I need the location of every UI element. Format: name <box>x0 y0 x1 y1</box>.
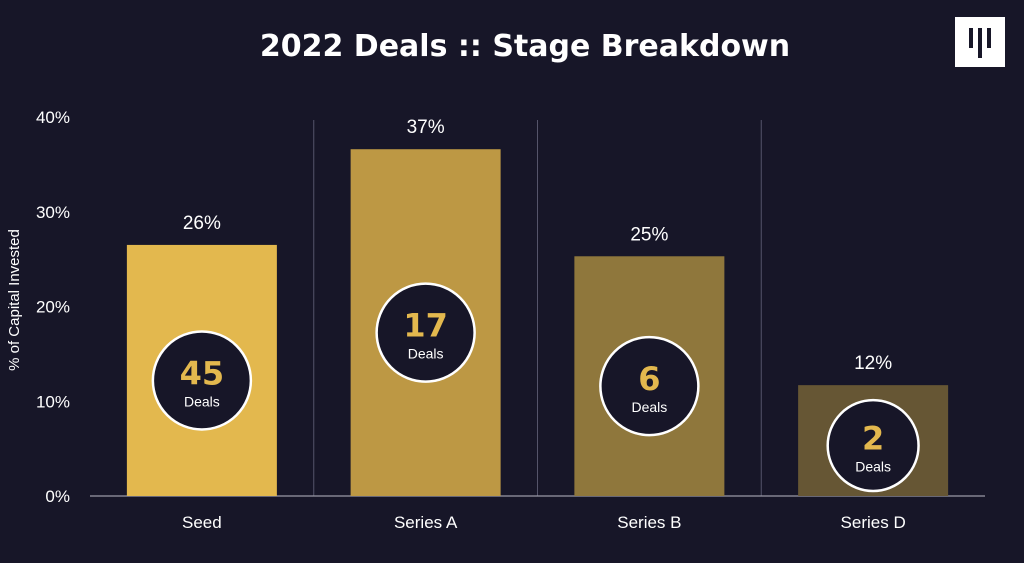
deal-count: 45 <box>180 354 225 392</box>
chart-title: 2022 Deals :: Stage Breakdown <box>260 29 790 64</box>
deal-count: 2 <box>862 420 884 458</box>
x-category-label: Series B <box>617 513 681 532</box>
category-dividers <box>313 120 762 496</box>
y-tick-label: 0% <box>45 487 70 506</box>
bar-value-label: 25% <box>630 224 668 245</box>
deal-unit-label: Deals <box>631 399 667 415</box>
x-category-label: Series D <box>841 513 906 532</box>
deal-unit-label: Deals <box>184 393 220 409</box>
deal-unit-label: Deals <box>855 459 891 475</box>
bar-value-label: 12% <box>854 353 892 374</box>
deal-badge <box>151 330 253 431</box>
bar-value-label: 37% <box>407 117 445 138</box>
y-tick-label: 20% <box>36 298 70 317</box>
logo-icon <box>955 17 1005 67</box>
deal-badge <box>826 398 920 493</box>
y-axis-label: % of Capital Invested <box>6 229 23 371</box>
deal-count: 6 <box>638 360 660 398</box>
x-category-label: Series A <box>394 513 458 532</box>
y-tick-label: 30% <box>36 203 70 222</box>
bar-value-label: 26% <box>183 213 221 234</box>
deal-badge <box>599 335 700 437</box>
y-tick-label: 40% <box>36 108 70 127</box>
y-axis-ticks: 0% 10% 20% 30% 40% <box>36 108 70 506</box>
x-category-label: Seed <box>182 513 222 532</box>
deal-badge <box>375 282 476 383</box>
y-tick-label: 10% <box>36 392 70 411</box>
deal-unit-label: Deals <box>408 346 444 362</box>
x-axis-categories: Seed Series A Series B Series D <box>182 513 906 532</box>
deal-count: 17 <box>403 307 448 345</box>
